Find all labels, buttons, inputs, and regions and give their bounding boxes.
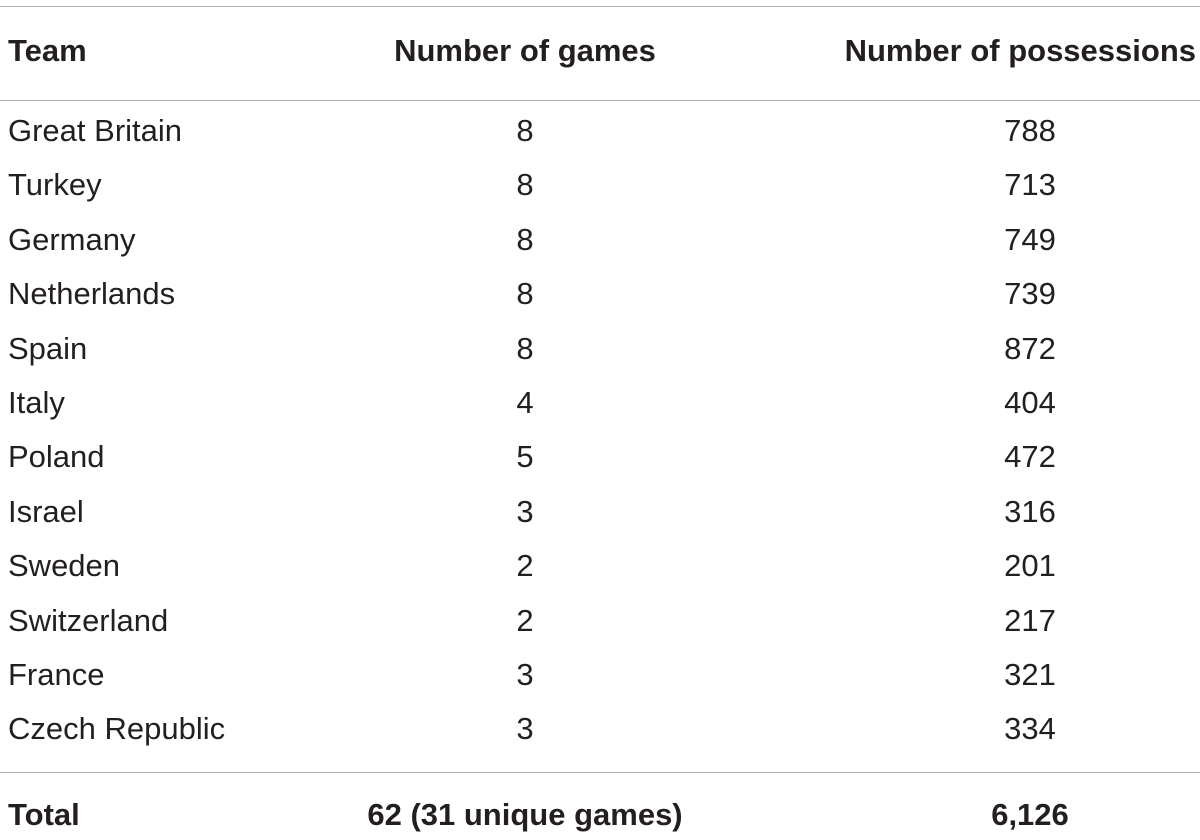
cell-possessions: 217: [1004, 602, 1056, 638]
header-team: Team: [8, 33, 87, 68]
cell-possessions: 713: [1004, 167, 1056, 203]
cell-games: 8: [516, 276, 534, 312]
table-total-row: Total 62 (31 unique games) 6,126: [0, 790, 1200, 838]
total-label: Total: [8, 797, 80, 832]
cell-possessions: 872: [1004, 330, 1056, 366]
header-games: Number of games: [394, 33, 656, 68]
total-games: 62 (31 unique games): [367, 797, 683, 832]
cell-games: 3: [516, 711, 534, 747]
cell-games: 4: [516, 385, 534, 420]
cell-team: Switzerland: [8, 602, 169, 638]
cell-team: Italy: [8, 385, 65, 420]
table-row: Great Britain 8 788: [0, 104, 1200, 158]
cell-team: Israel: [8, 493, 84, 529]
cell-games: 8: [516, 167, 534, 203]
cell-team: Czech Republic: [8, 711, 226, 747]
total-possessions: 6,126: [991, 797, 1069, 832]
cell-team: Netherlands: [8, 276, 176, 312]
cell-team: Turkey: [8, 167, 102, 203]
cell-possessions: 749: [1004, 221, 1056, 257]
cell-team: France: [8, 657, 105, 692]
header-possessions: Number of possessions: [844, 33, 1196, 68]
table-row: Switzerland 2 217: [0, 594, 1200, 648]
cell-games: 8: [516, 221, 534, 257]
table-row: Netherlands 8 739: [0, 267, 1200, 321]
cell-games: 8: [516, 113, 534, 148]
cell-games: 3: [516, 657, 534, 692]
table-row: Italy 4 404: [0, 376, 1200, 430]
cell-possessions: 739: [1004, 276, 1056, 312]
table-row: Czech Republic 3 334: [0, 702, 1200, 756]
cell-games: 2: [516, 548, 534, 584]
table-row: Sweden 2 201: [0, 539, 1200, 593]
table-row: France 3 321: [0, 648, 1200, 702]
cell-team: Great Britain: [8, 113, 183, 148]
cell-team: Sweden: [8, 548, 121, 584]
table-row: Turkey 8 713: [0, 158, 1200, 212]
table-header-row: Team Number of games Number of possessio…: [0, 26, 1200, 76]
table-row: Germany 8 749: [0, 213, 1200, 267]
cell-team: Poland: [8, 439, 105, 475]
cell-possessions: 472: [1004, 439, 1056, 475]
cell-possessions: 334: [1004, 711, 1056, 747]
cell-games: 2: [516, 602, 534, 638]
cell-possessions: 321: [1004, 657, 1056, 692]
table-header-rule: [0, 100, 1200, 101]
cell-team: Germany: [8, 221, 136, 257]
cell-possessions: 404: [1004, 385, 1056, 420]
cell-games: 5: [516, 439, 534, 475]
cell-possessions: 201: [1004, 548, 1056, 584]
table-row: Spain 8 872: [0, 322, 1200, 376]
table-row: Israel 3 316: [0, 485, 1200, 539]
cell-possessions: 788: [1004, 113, 1056, 148]
cell-team: Spain: [8, 330, 88, 366]
cell-possessions: 316: [1004, 493, 1056, 529]
table-row: Poland 5 472: [0, 430, 1200, 484]
table-footer-rule: [0, 772, 1200, 773]
cell-games: 8: [516, 330, 534, 366]
table-top-rule: [0, 6, 1200, 7]
cell-games: 3: [516, 493, 534, 529]
